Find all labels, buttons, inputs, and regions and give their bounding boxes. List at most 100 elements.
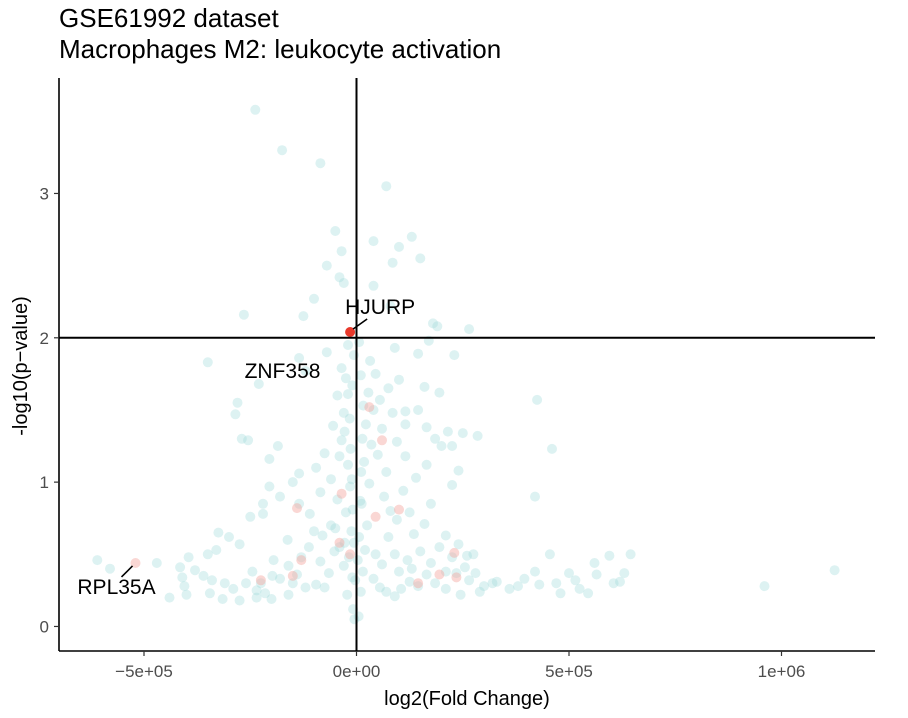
background-point [440, 566, 451, 577]
background-point [377, 423, 387, 434]
background-point [342, 589, 353, 600]
background-point [457, 428, 468, 439]
y-tick-label: 3 [40, 184, 49, 203]
background-point [366, 439, 377, 450]
background-point [370, 549, 381, 560]
background-point [283, 560, 294, 571]
background-point [321, 260, 332, 271]
background-point [419, 381, 430, 392]
background-point [338, 407, 349, 418]
background-point [408, 529, 419, 540]
background-point [411, 472, 421, 483]
background-point [250, 104, 261, 115]
x-tick-label: 0e+00 [333, 662, 381, 681]
background-point [551, 578, 562, 589]
background-point [105, 563, 115, 574]
background-point [264, 481, 275, 492]
background-point [451, 568, 462, 579]
background-point [487, 578, 498, 589]
background-point [413, 405, 424, 415]
background-point [453, 465, 464, 476]
background-point [464, 575, 475, 586]
background-point [266, 594, 277, 604]
y-axis-title: -log10(p−value) [10, 296, 32, 436]
background-point [374, 582, 385, 593]
x-tick-label: 1e+06 [758, 662, 806, 681]
background-point [230, 409, 241, 420]
background-point [190, 565, 200, 576]
background-point [356, 498, 367, 509]
background-point [347, 380, 358, 391]
background-point [275, 573, 285, 584]
background-point [211, 545, 222, 555]
background-point [340, 373, 351, 384]
chart-subtitle: Macrophages M2: leukocyte activation [59, 34, 502, 64]
background-point [294, 498, 305, 509]
background-point [464, 324, 475, 335]
labels-layer: HJURP ZNF358 RPL35A [77, 296, 415, 599]
background-point [355, 586, 366, 597]
background-point [368, 573, 379, 584]
background-point [329, 546, 340, 557]
background-point [334, 272, 345, 283]
background-point [447, 552, 458, 563]
background-point [258, 498, 268, 509]
background-point [267, 570, 278, 581]
background-point [236, 433, 247, 444]
background-point [383, 383, 394, 394]
background-point [583, 588, 594, 599]
background-point [332, 390, 343, 401]
background-point [368, 280, 379, 291]
background-point [468, 549, 479, 560]
background-point [207, 575, 217, 586]
background-point [472, 430, 483, 441]
background-point [151, 558, 162, 568]
background-point [251, 592, 262, 603]
background-point [181, 589, 192, 600]
background-point [277, 145, 288, 156]
background-point [547, 443, 557, 454]
y-tick-label: 1 [40, 473, 49, 492]
background-point [459, 562, 470, 573]
background-point [428, 318, 438, 329]
background-point [394, 566, 404, 577]
background-point [474, 586, 485, 597]
background-point [421, 422, 432, 433]
background-point [332, 494, 343, 505]
highlight-point [449, 547, 460, 558]
background-point [504, 583, 515, 594]
background-point [479, 581, 489, 592]
background-point [491, 576, 502, 587]
background-point [275, 491, 285, 502]
background-point [368, 236, 379, 247]
background-point [394, 241, 404, 252]
background-point [353, 611, 364, 622]
background-point [434, 542, 445, 553]
background-point [364, 478, 375, 489]
background-point [334, 542, 345, 553]
background-point [352, 555, 363, 566]
highlight-point [334, 537, 345, 548]
background-point [315, 556, 326, 567]
background-point [406, 563, 417, 574]
background-point [379, 491, 390, 502]
background-point [292, 569, 302, 580]
background-point [387, 257, 398, 268]
background-point [425, 558, 436, 568]
background-point [530, 566, 540, 577]
highlight-point [370, 511, 381, 522]
background-point [394, 374, 404, 385]
background-point [204, 588, 215, 599]
highlight-point [434, 569, 445, 580]
background-point [365, 355, 376, 366]
background-point [213, 527, 224, 538]
background-point [377, 559, 387, 570]
background-point [413, 581, 424, 592]
background-point [449, 350, 460, 361]
background-point [829, 565, 840, 576]
background-point [92, 555, 103, 566]
background-point [232, 397, 243, 408]
background-point [164, 592, 175, 603]
background-point [396, 583, 407, 594]
